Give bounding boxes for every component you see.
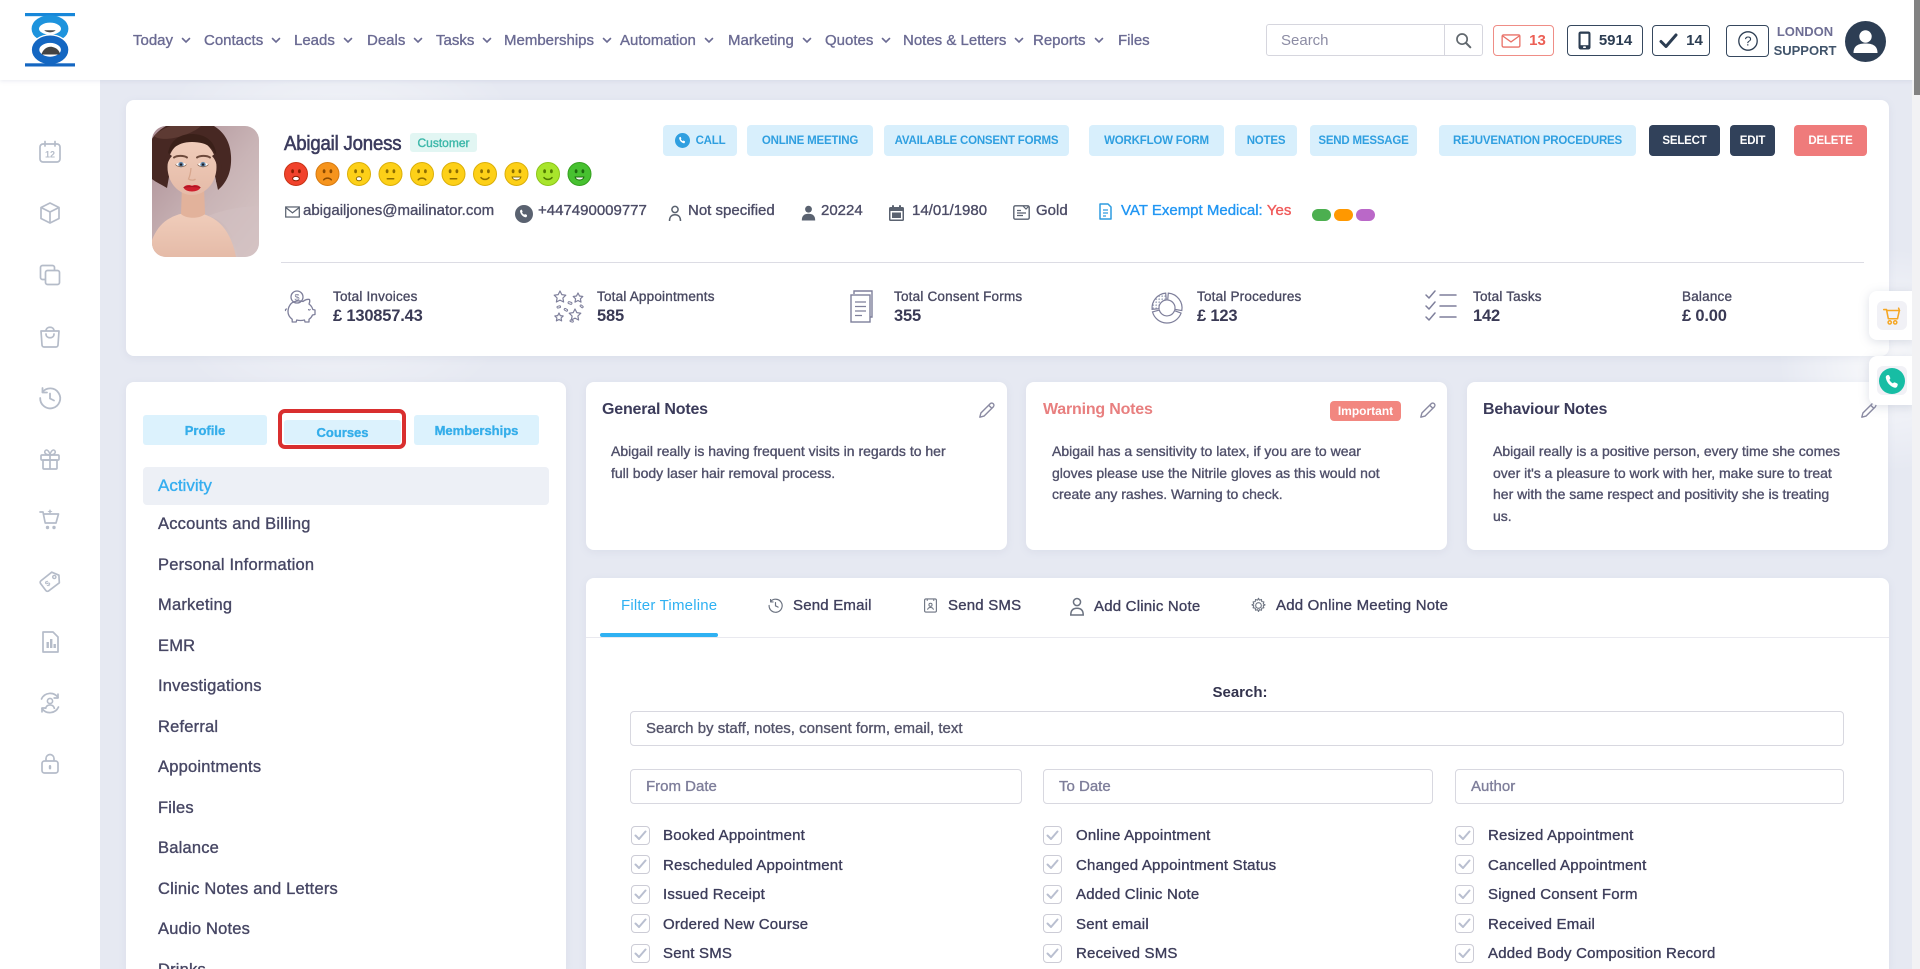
svg-text:?: ? <box>1744 34 1751 49</box>
svg-text:12: 12 <box>45 150 55 160</box>
svg-text:$: $ <box>294 293 299 303</box>
svg-text:$: $ <box>43 578 52 588</box>
